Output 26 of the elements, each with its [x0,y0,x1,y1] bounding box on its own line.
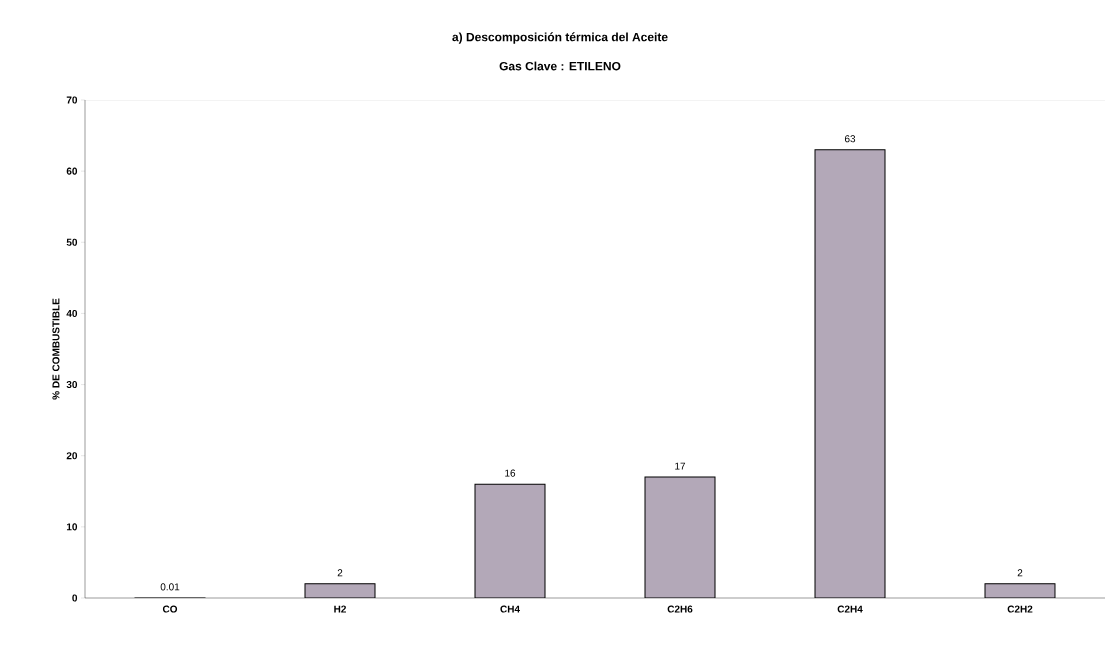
data-label: 0.01 [160,583,180,591]
x-tick-label: C2H2 [1007,605,1033,613]
x-tick-label: C2H4 [837,605,863,613]
x-tick-label: CH4 [500,605,520,613]
y-tick-label: 30 [66,381,78,389]
x-tick-label: CO [162,605,178,613]
chart-title: a) Descomposición térmica del Aceite [452,32,668,44]
y-axis-title: % DE COMBUSTIBLE [52,298,60,400]
y-tick-label: 60 [66,167,78,175]
y-tick-label: 40 [66,309,78,317]
data-label: 63 [844,135,856,143]
y-tick-label: 50 [66,238,78,246]
x-tick-label: C2H6 [667,605,693,613]
y-tick-label: 10 [66,523,78,531]
bar [814,149,886,598]
data-label: 16 [505,469,516,477]
y-tick-label: 0 [72,594,78,602]
y-tick-label: 70 [66,96,78,104]
data-label: 17 [675,462,686,470]
bar [644,476,716,598]
chart-subtitle: Gas Clave : ETILENO [499,61,621,71]
data-label: 2 [1017,569,1023,577]
y-tick-label: 20 [66,452,78,460]
bar [474,483,546,598]
data-label: 2 [337,569,343,577]
x-tick-label: H2 [334,605,346,613]
